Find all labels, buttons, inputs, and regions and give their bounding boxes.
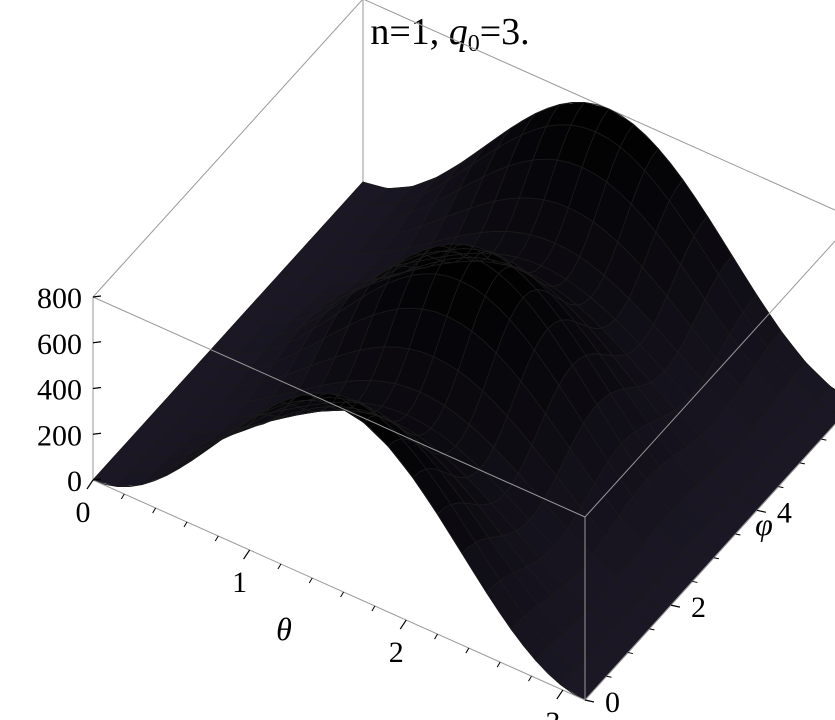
tick-mark-minor	[778, 486, 784, 489]
mesh-line-phi	[200, 307, 694, 582]
tick-label: 1	[232, 566, 247, 599]
tick-mark-minor	[735, 533, 741, 536]
mesh-line-phi	[349, 124, 835, 414]
mesh-line-phi	[241, 243, 734, 537]
mesh-line-phi	[254, 248, 748, 522]
tick-mark	[756, 509, 767, 513]
mesh-line-phi	[173, 379, 667, 612]
mesh-line-phi	[187, 346, 680, 597]
mesh-line-phi	[119, 397, 613, 671]
axes-ticks: 012302460200400600800	[37, 282, 827, 720]
tick-mark-minor	[434, 633, 438, 640]
mesh-line-phi	[308, 230, 802, 463]
tick-mark-minor	[606, 675, 612, 678]
box-edge	[584, 423, 835, 701]
mesh-line-phi	[268, 257, 761, 507]
tick-mark-minor	[799, 462, 805, 465]
tick-mark	[92, 478, 102, 481]
mesh-line-phi	[214, 273, 707, 567]
mesh-line-phi	[160, 401, 653, 626]
tick-mark	[556, 689, 564, 700]
bounding-box-front	[92, 240, 835, 701]
mesh-line-phi	[322, 197, 815, 448]
y-axis-label: φ	[755, 506, 773, 542]
tick-label: 4	[777, 496, 792, 529]
tick-mark	[86, 479, 94, 490]
tick-mark	[92, 386, 102, 390]
tick-mark-minor	[340, 591, 345, 598]
tick-mark	[584, 699, 595, 703]
tick-label: 3	[545, 706, 560, 720]
box-edge	[92, 479, 586, 701]
tick-label: 2	[389, 636, 404, 669]
x-axis-label: θ	[276, 611, 292, 647]
tick-mark-minor	[649, 628, 655, 631]
tick-mark-minor	[120, 493, 125, 500]
tick-label: 800	[37, 282, 82, 315]
box-edge	[92, 296, 586, 518]
tick-mark-minor	[308, 577, 313, 584]
tick-label: 2	[691, 591, 706, 624]
tick-mark	[92, 432, 102, 435]
surface-patches	[92, 102, 835, 701]
tick-mark-minor	[821, 438, 827, 441]
tick-label: 200	[37, 419, 82, 452]
tick-mark	[92, 341, 102, 344]
tick-mark-minor	[465, 647, 470, 654]
tick-mark-minor	[214, 535, 219, 542]
tick-mark-minor	[627, 652, 634, 655]
tick-mark	[399, 619, 407, 630]
mesh-line-phi	[295, 252, 788, 477]
tick-mark	[670, 604, 681, 608]
tick-mark-minor	[713, 557, 720, 560]
mesh-line-phi	[362, 102, 835, 391]
tick-mark-minor	[528, 675, 532, 682]
tick-label: 400	[37, 374, 82, 407]
tick-mark-minor	[692, 580, 698, 583]
tick-mark	[92, 295, 102, 298]
mesh-line-phi	[106, 392, 599, 686]
tick-mark-minor	[277, 563, 282, 570]
tick-label: 0	[605, 686, 620, 719]
tick-mark-minor	[152, 507, 157, 514]
mesh-line-phi	[335, 158, 829, 433]
box-edge	[92, 0, 363, 298]
tick-label: 0	[67, 465, 82, 498]
tick-mark-minor	[183, 521, 188, 528]
tick-mark-minor	[371, 605, 376, 612]
mesh-line-phi	[146, 409, 640, 641]
chart-title: n=1, q0=3.	[370, 11, 529, 57]
mesh-line-phi	[133, 406, 626, 656]
surface-mesh	[92, 102, 835, 701]
tick-mark	[243, 549, 251, 560]
mesh-line-phi	[281, 260, 775, 492]
tick-label: 600	[37, 328, 82, 361]
box-edge	[584, 240, 835, 518]
tick-mark-minor	[496, 661, 501, 668]
tick-label: 0	[76, 496, 91, 529]
